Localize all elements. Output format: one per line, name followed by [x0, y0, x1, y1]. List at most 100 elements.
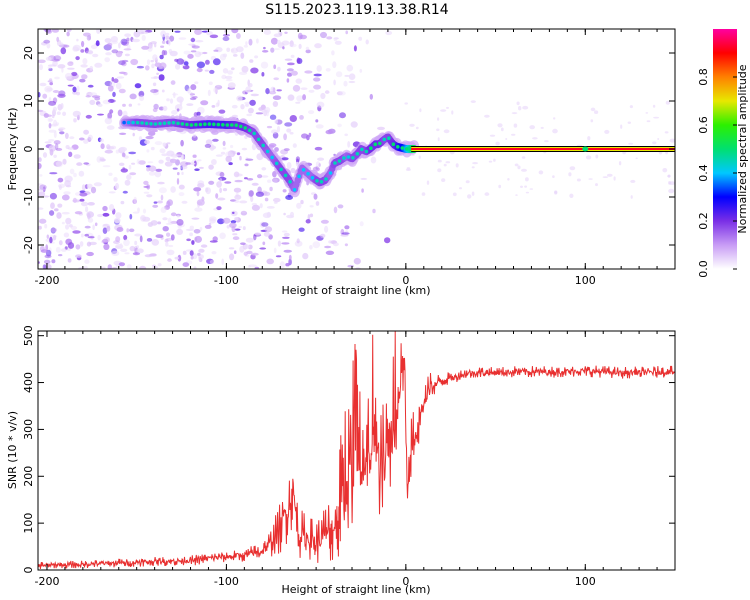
spectrogram-noise-cell — [500, 127, 504, 132]
spectrogram-noise-cell — [55, 122, 60, 126]
spectrogram-ridge-peak — [351, 156, 355, 160]
spectrogram-noise-cell — [84, 47, 89, 54]
spectrogram-noise-cell — [552, 175, 555, 179]
spectrogram-noise-cell — [182, 250, 187, 255]
spectrogram-noise-cell — [309, 213, 314, 218]
spectrogram-noise-cell — [219, 178, 223, 182]
spectrogram-noise-cell — [56, 36, 60, 43]
spectrogram-noise-cell — [179, 99, 183, 106]
spectrogram-noise-cell — [308, 110, 315, 115]
spectrogram-noise-cell — [337, 123, 342, 128]
spectrogram-ridge-peak — [135, 120, 140, 125]
spectrogram-noise-cell — [115, 50, 123, 58]
spectrogram-noise-cell — [333, 79, 336, 86]
spectrogram-noise-cell — [50, 227, 56, 234]
spectrogram-noise-cell — [269, 114, 277, 120]
spectrogram-noise-cell — [286, 78, 290, 83]
spectrogram-noise-cell — [158, 74, 165, 81]
spectrogram-noise-cell — [249, 99, 256, 106]
spectrogram-noise-cell — [152, 265, 159, 269]
spectrogram-noise-cell — [93, 182, 102, 187]
spectrogram-noise-cell — [84, 233, 89, 237]
spectrogram-noise-cell — [285, 263, 290, 267]
spectrogram-noise-cell — [181, 200, 188, 204]
spectrogram-noise-cell — [305, 46, 310, 51]
spectrogram-noise-cell — [316, 65, 322, 72]
spectrogram-noise-cell — [529, 188, 534, 190]
spectrogram-noise-cell — [176, 108, 180, 112]
spectrogram-noise-cell — [282, 189, 287, 193]
spectrogram-noise-cell — [43, 259, 51, 264]
spectrogram-noise-cell — [47, 80, 53, 83]
spectrogram-noise-cell — [164, 238, 169, 243]
spectrogram-noise-cell — [607, 173, 613, 177]
spectrogram-noise-cell — [146, 238, 153, 242]
spectrogram-noise-cell — [248, 38, 253, 46]
spectrogram-noise-cell — [53, 55, 62, 61]
spectrogram-noise-cell — [212, 138, 219, 142]
spectrogram-noise-cell — [350, 121, 358, 128]
spectrogram-marks — [38, 29, 675, 269]
spectrogram-noise-cell — [261, 167, 267, 171]
spectrogram-noise-cell — [72, 110, 81, 118]
spectrogram-xtick-label: -200 — [34, 274, 59, 287]
spectrogram-noise-cell — [437, 117, 440, 121]
spectrogram-noise-cell — [165, 242, 169, 247]
spectrogram-noise-cell — [249, 59, 254, 63]
spectrogram-noise-cell — [552, 128, 558, 134]
spectrogram-noise-cell — [104, 38, 112, 43]
spectrogram-noise-cell — [406, 167, 411, 170]
spectrogram-noise-cell — [168, 48, 173, 54]
spectrogram-noise-cell — [231, 29, 239, 34]
spectrogram-noise-cell — [191, 135, 198, 141]
spectrogram-noise-cell — [90, 186, 97, 194]
spectrogram-noise-cell — [284, 122, 293, 127]
spectrogram-noise-cell — [312, 241, 321, 249]
spectrogram-noise-cell — [263, 231, 270, 237]
spectrogram-ridge-peak — [274, 161, 279, 166]
spectrogram-noise-cell — [38, 225, 42, 230]
spectrogram-noise-cell — [231, 67, 235, 71]
spectrogram-noise-cell — [129, 172, 137, 176]
spectrogram-noise-cell — [180, 165, 186, 170]
spectrogram-noise-cell — [657, 138, 660, 140]
spectrogram-noise-cell — [488, 160, 493, 163]
spectrogram-noise-cell — [166, 249, 175, 256]
spectrogram-noise-cell — [266, 125, 273, 129]
spectrogram-noise-cell — [198, 248, 205, 253]
spectrogram-noise-cell — [60, 248, 67, 252]
spectrogram-noise-cell — [38, 188, 45, 191]
spectrogram-noise-cell — [192, 253, 198, 260]
spectrogram-noise-cell — [314, 146, 323, 151]
spectrogram-noise-cell — [97, 113, 104, 116]
spectrogram-noise-cell — [102, 227, 108, 234]
spectrogram-noise-cell — [165, 222, 173, 225]
spectrogram-noise-cell — [145, 65, 150, 71]
spectrogram-noise-cell — [60, 103, 64, 109]
spectrogram-noise-cell — [217, 218, 225, 225]
spectrogram-noise-cell — [190, 50, 197, 53]
spectrogram-noise-cell — [219, 187, 223, 193]
spectrogram-noise-cell — [72, 197, 77, 203]
spectrogram-noise-cell — [88, 50, 94, 55]
spectrogram-noise-cell — [78, 170, 85, 177]
spectrogram-noise-cell — [287, 62, 295, 66]
spectrogram-noise-cell — [66, 76, 70, 79]
spectrogram-noise-cell — [243, 251, 248, 256]
spectrogram-noise-cell — [261, 175, 269, 178]
colorbar-tick-label: 0.4 — [697, 164, 710, 182]
spectrogram-noise-cell — [279, 261, 285, 269]
spectrogram-noise-cell — [104, 149, 114, 154]
spectrogram-noise-cell — [300, 87, 308, 90]
spectrogram-noise-cell — [238, 225, 242, 229]
snr-ytick-label: 400 — [22, 372, 35, 393]
spectrogram-noise-cell — [211, 251, 217, 255]
spectrogram-noise-cell — [124, 33, 131, 37]
spectrogram-noise-cell — [484, 114, 490, 118]
spectrogram-noise-cell — [360, 177, 368, 180]
spectrogram-noise-cell — [137, 103, 141, 106]
spectrogram-noise-cell — [69, 136, 75, 140]
spectrogram-noise-cell — [119, 132, 127, 135]
spectrogram-noise-cell — [50, 228, 58, 233]
spectrogram-noise-cell — [38, 162, 42, 170]
